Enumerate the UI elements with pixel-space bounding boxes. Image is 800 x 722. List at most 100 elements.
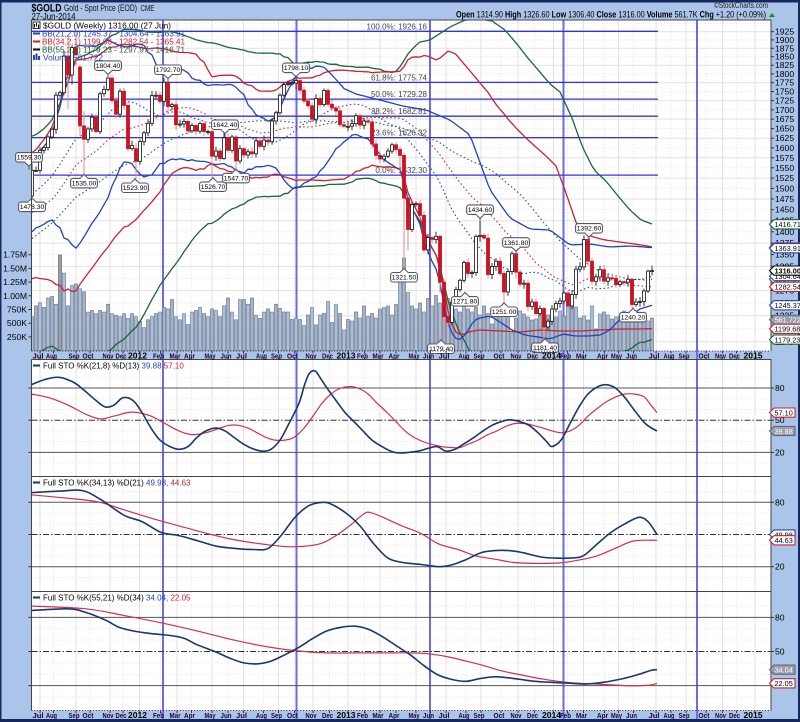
svg-text:34.04: 34.04 (775, 666, 793, 675)
svg-text:1775: 1775 (775, 78, 794, 88)
svg-text:Sep: Sep (271, 713, 282, 720)
svg-text:50: 50 (775, 415, 785, 425)
svg-text:Volume 561,722: Volume 561,722 (43, 54, 104, 63)
svg-text:Oct: Oct (494, 353, 506, 360)
svg-text:Gold - Spot Price (EOD): Gold - Spot Price (EOD) (64, 3, 137, 13)
svg-text:Sep: Sep (474, 713, 485, 720)
svg-text:Jul: Jul (33, 353, 44, 360)
svg-text:23.6%: 1626.32: 23.6%: 1626.32 (371, 129, 428, 138)
svg-text:Aug: Aug (459, 353, 470, 360)
svg-text:May: May (611, 713, 622, 720)
svg-text:May: May (409, 713, 420, 720)
svg-text:500K: 500K (7, 318, 27, 328)
svg-text:1535.00: 1535.00 (72, 181, 97, 188)
svg-text:2012: 2012 (128, 711, 147, 720)
svg-text:1282.54: 1282.54 (775, 283, 800, 292)
svg-text:CME: CME (141, 4, 155, 13)
svg-text:May: May (205, 353, 216, 360)
svg-text:Feb: Feb (560, 713, 571, 720)
svg-text:Full STO %K(34,13) %D(21) 49.9: Full STO %K(34,13) %D(21) 49.98, 44.63 (43, 479, 191, 488)
svg-text:1361.80: 1361.80 (504, 240, 529, 247)
svg-text:Jul: Jul (439, 353, 450, 360)
svg-text:Dec: Dec (322, 353, 333, 360)
svg-text:1625: 1625 (775, 133, 794, 143)
svg-text:Nov: Nov (715, 353, 726, 360)
svg-text:BB(55,2.5) 1179.23 - 1297.97 -: BB(55,2.5) 1179.23 - 1297.97 - 1416.71 (42, 46, 186, 55)
svg-text:Feb: Feb (153, 353, 164, 360)
svg-text:Mar: Mar (373, 713, 384, 720)
svg-text:Dec: Dec (322, 713, 333, 720)
svg-text:Jul: Jul (33, 713, 44, 720)
svg-text:Feb: Feb (560, 353, 571, 360)
svg-text:Apr: Apr (184, 353, 195, 360)
svg-text:1251.00: 1251.00 (492, 309, 517, 316)
svg-text:Jun: Jun (221, 353, 232, 360)
svg-text:Oct: Oct (699, 353, 711, 360)
svg-text:Feb: Feb (357, 353, 368, 360)
svg-text:Mar: Mar (576, 713, 587, 720)
svg-text:Oct: Oct (494, 713, 506, 720)
svg-text:38.2%: 1682.81: 38.2%: 1682.81 (371, 107, 428, 116)
svg-text:Nov: Nov (103, 713, 114, 720)
svg-text:1363.91: 1363.91 (775, 244, 800, 253)
svg-text:Full STO %K(55,21) %D(34) 34.0: Full STO %K(55,21) %D(34) 34.04, 22.05 (43, 594, 191, 603)
svg-text:250K: 250K (7, 332, 27, 342)
svg-text:50.0%: 1729.28: 50.0%: 1729.28 (371, 90, 428, 99)
svg-text:1523.90: 1523.90 (123, 185, 148, 192)
svg-text:Nov: Nov (306, 713, 317, 720)
svg-text:1525: 1525 (775, 173, 794, 183)
svg-text:Mar: Mar (170, 353, 181, 360)
svg-text:Mar: Mar (170, 713, 181, 720)
svg-text:80: 80 (775, 497, 785, 507)
svg-text:1798.10: 1798.10 (284, 65, 309, 72)
svg-text:1526.70: 1526.70 (201, 184, 226, 191)
svg-text:Sep: Sep (679, 713, 690, 720)
svg-text:Oct: Oct (83, 353, 95, 360)
svg-text:80: 80 (775, 612, 785, 622)
svg-text:1850: 1850 (775, 52, 794, 62)
svg-text:1900: 1900 (775, 35, 794, 45)
svg-text:2012: 2012 (128, 351, 147, 360)
svg-text:Sep: Sep (474, 353, 485, 360)
svg-text:1179.23: 1179.23 (775, 335, 800, 344)
svg-text:1650: 1650 (775, 124, 794, 134)
svg-text:50: 50 (775, 647, 785, 657)
svg-text:Dec: Dec (527, 353, 538, 360)
svg-text:1500: 1500 (775, 183, 794, 193)
svg-text:Sep: Sep (679, 353, 690, 360)
svg-text:1925: 1925 (775, 27, 794, 37)
svg-text:Mar: Mar (576, 353, 587, 360)
svg-text:Oct: Oct (83, 713, 95, 720)
svg-text:Oct: Oct (287, 713, 299, 720)
svg-text:Jul: Jul (649, 713, 660, 720)
svg-text:Dec: Dec (116, 353, 127, 360)
svg-text:1.50M: 1.50M (3, 263, 27, 273)
svg-text:Apr: Apr (389, 713, 400, 720)
svg-text:Nov: Nov (715, 713, 726, 720)
svg-text:20: 20 (775, 447, 785, 457)
svg-text:Dec: Dec (729, 353, 740, 360)
svg-text:1245.37: 1245.37 (775, 301, 800, 310)
svg-text:61.8%: 1775.74: 61.8%: 1775.74 (371, 73, 428, 82)
svg-text:1875: 1875 (775, 43, 794, 53)
svg-text:May: May (409, 353, 420, 360)
svg-text:Mar: Mar (373, 353, 384, 360)
svg-text:Apr: Apr (597, 713, 608, 720)
svg-text:Jun: Jun (423, 713, 434, 720)
svg-text:1321.50: 1321.50 (392, 275, 417, 282)
svg-text:1434.60: 1434.60 (468, 207, 493, 214)
svg-text:27-Jun-2014: 27-Jun-2014 (32, 12, 76, 22)
svg-text:1725: 1725 (775, 96, 794, 106)
svg-text:1400: 1400 (775, 227, 794, 237)
svg-text:1304.64: 1304.64 (775, 272, 800, 281)
svg-text:Aug: Aug (459, 713, 470, 720)
svg-text:©StockCharts.com: ©StockCharts.com (714, 1, 768, 10)
svg-text:1559.30: 1559.30 (17, 155, 42, 162)
svg-text:Full STO %K(21,8) %D(13) 39.88: Full STO %K(21,8) %D(13) 39.88 57.10 (43, 362, 184, 371)
svg-text:Oct: Oct (699, 713, 711, 720)
svg-text:Jul: Jul (649, 353, 660, 360)
svg-text:Nov: Nov (103, 353, 114, 360)
svg-text:Jun: Jun (221, 713, 232, 720)
svg-text:Sep: Sep (69, 353, 80, 360)
svg-text:Apr: Apr (597, 353, 608, 360)
